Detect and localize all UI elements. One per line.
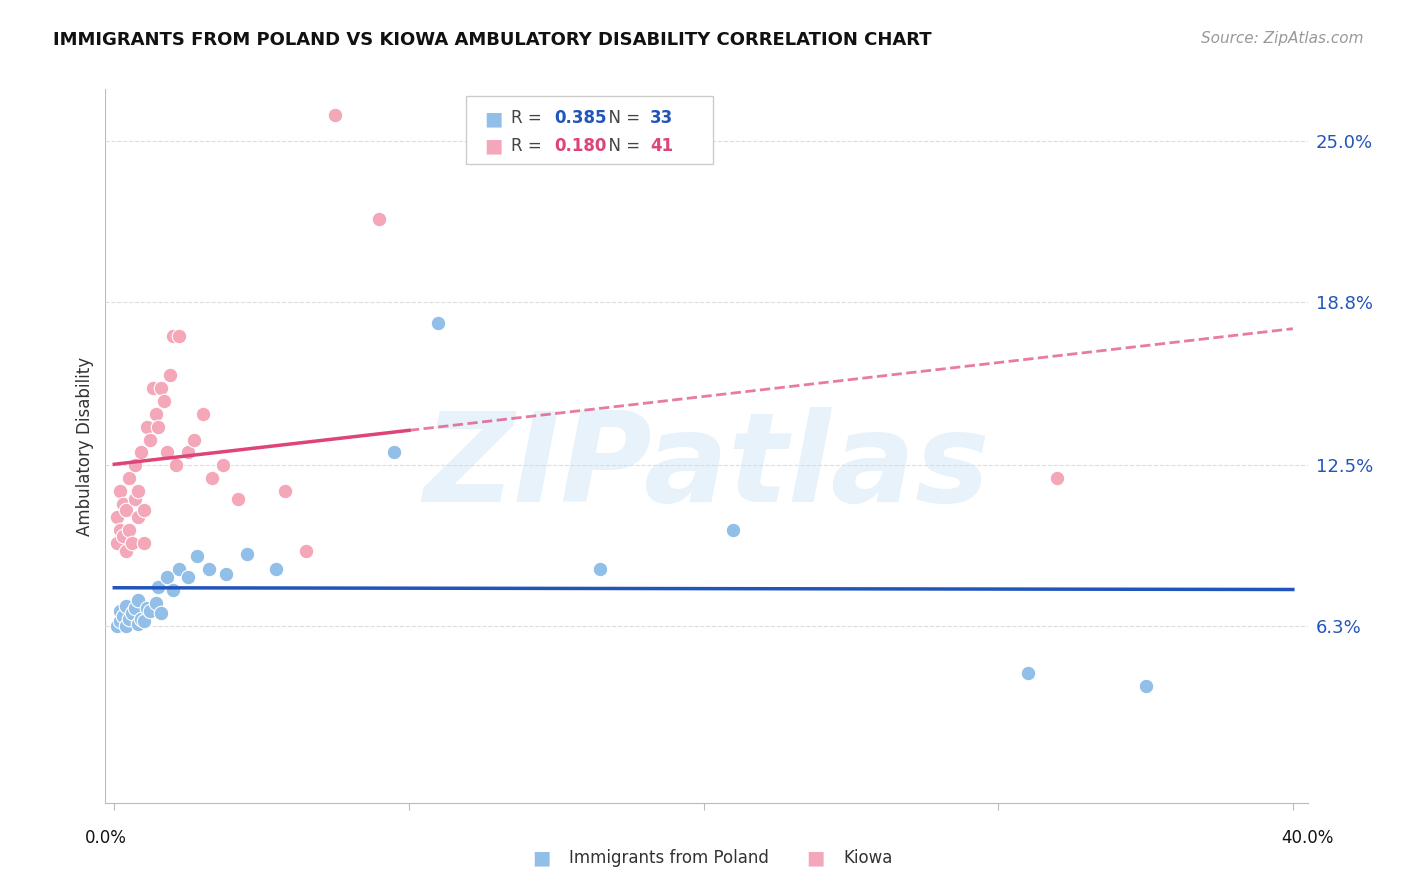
Point <box>135 601 157 615</box>
Text: ■: ■ <box>484 136 502 155</box>
Point <box>148 581 170 595</box>
Point <box>266 562 288 576</box>
Point <box>121 536 143 550</box>
Point <box>145 407 167 421</box>
Text: 41: 41 <box>650 136 673 154</box>
Point <box>167 328 190 343</box>
Text: IMMIGRANTS FROM POLAND VS KIOWA AMBULATORY DISABILITY CORRELATION CHART: IMMIGRANTS FROM POLAND VS KIOWA AMBULATO… <box>53 31 932 49</box>
Point <box>108 524 131 538</box>
Point <box>115 502 138 516</box>
Point <box>368 211 391 226</box>
Text: R =: R = <box>510 136 547 154</box>
Point <box>294 544 316 558</box>
Point <box>105 510 128 524</box>
Point <box>115 619 138 633</box>
Point <box>127 484 149 499</box>
Point <box>112 528 135 542</box>
Text: N =: N = <box>599 136 645 154</box>
Point <box>200 471 222 485</box>
Point <box>129 445 152 459</box>
Point <box>274 484 297 499</box>
Point <box>112 609 135 624</box>
Point <box>153 393 176 408</box>
Point <box>236 547 259 561</box>
Point <box>162 328 184 343</box>
Point <box>138 433 160 447</box>
Point <box>1135 679 1157 693</box>
Point <box>118 611 141 625</box>
Point <box>115 599 138 613</box>
Point <box>108 604 131 618</box>
Point <box>142 381 165 395</box>
Point <box>177 570 200 584</box>
Point <box>156 445 179 459</box>
Point <box>118 471 141 485</box>
Point <box>132 502 155 516</box>
Text: 40.0%: 40.0% <box>1281 829 1334 847</box>
Y-axis label: Ambulatory Disability: Ambulatory Disability <box>76 357 94 535</box>
Point <box>1017 666 1039 681</box>
Point <box>124 458 146 473</box>
Point <box>150 607 173 621</box>
Text: ■: ■ <box>484 109 502 128</box>
Text: N =: N = <box>599 110 645 128</box>
Point <box>191 407 214 421</box>
Text: ZIPatlas: ZIPatlas <box>423 407 990 528</box>
Text: 0.0%: 0.0% <box>84 829 127 847</box>
Point <box>1046 471 1069 485</box>
Text: 0.385: 0.385 <box>554 110 606 128</box>
Point <box>124 601 146 615</box>
Point <box>108 614 131 628</box>
Point <box>108 484 131 499</box>
Point <box>186 549 208 564</box>
Point <box>162 582 184 597</box>
Point <box>212 458 235 473</box>
Text: R =: R = <box>510 110 547 128</box>
Point <box>132 536 155 550</box>
Text: 0.180: 0.180 <box>554 136 606 154</box>
Point <box>138 604 160 618</box>
Point <box>121 607 143 621</box>
Point <box>105 619 128 633</box>
Point <box>589 562 612 576</box>
Text: ■: ■ <box>531 848 551 867</box>
Point <box>150 381 173 395</box>
Point <box>427 316 450 330</box>
Point <box>127 593 149 607</box>
FancyBboxPatch shape <box>465 96 713 164</box>
Text: Source: ZipAtlas.com: Source: ZipAtlas.com <box>1201 31 1364 46</box>
Point <box>177 445 200 459</box>
Point <box>112 497 135 511</box>
Point <box>148 419 170 434</box>
Point <box>135 419 157 434</box>
Point <box>197 562 219 576</box>
Point <box>105 536 128 550</box>
Point <box>215 567 238 582</box>
Point <box>145 596 167 610</box>
Point <box>132 614 155 628</box>
Text: Kiowa: Kiowa <box>844 849 893 867</box>
Point <box>721 524 744 538</box>
Point <box>156 570 179 584</box>
Point <box>127 510 149 524</box>
Point <box>183 433 205 447</box>
Point <box>382 445 405 459</box>
Text: 33: 33 <box>650 110 673 128</box>
Point <box>124 492 146 507</box>
Point <box>127 616 149 631</box>
Point <box>323 108 346 122</box>
Point <box>165 458 187 473</box>
Point <box>226 492 249 507</box>
Text: Immigrants from Poland: Immigrants from Poland <box>569 849 769 867</box>
Point <box>118 524 141 538</box>
Point <box>167 562 190 576</box>
Point <box>129 611 152 625</box>
Point <box>159 368 181 382</box>
Text: ■: ■ <box>806 848 825 867</box>
Point <box>115 544 138 558</box>
